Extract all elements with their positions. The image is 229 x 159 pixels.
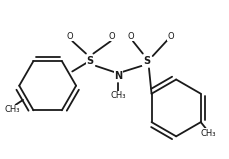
Text: CH₃: CH₃ xyxy=(110,91,125,100)
Text: O: O xyxy=(167,32,174,41)
Text: N: N xyxy=(114,71,122,81)
Text: S: S xyxy=(86,56,93,66)
Text: S: S xyxy=(142,56,149,66)
Text: O: O xyxy=(66,32,73,41)
Text: CH₃: CH₃ xyxy=(200,129,215,138)
Text: O: O xyxy=(127,32,133,41)
Text: O: O xyxy=(108,32,115,41)
Text: CH₃: CH₃ xyxy=(4,105,20,114)
